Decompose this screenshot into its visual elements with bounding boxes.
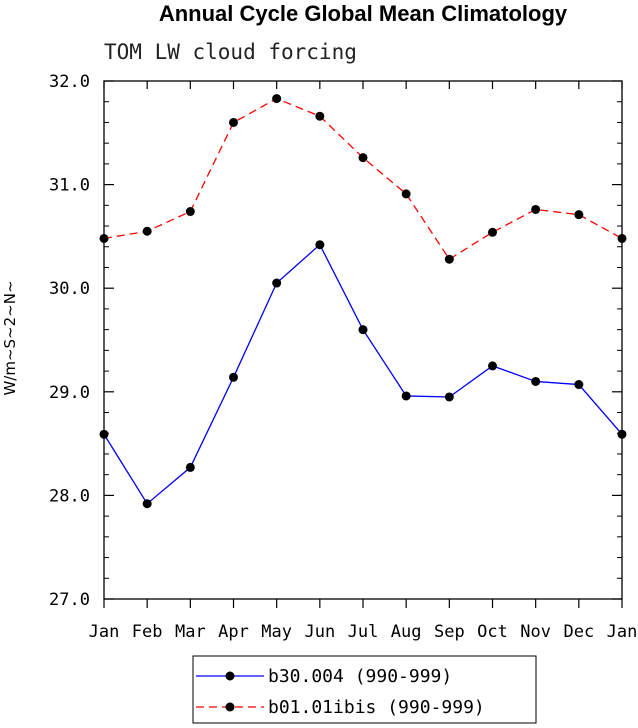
data-point-series-2	[229, 117, 238, 127]
x-tick-label: May	[261, 622, 292, 642]
y-tick-labels: 27.0 28.0 29.0 30.0 31.0 32.0	[49, 72, 90, 610]
data-point-series-2	[574, 210, 584, 220]
x-tick-label: Dec	[563, 622, 594, 642]
y-tick-label: 28.0	[49, 486, 90, 506]
series-line-2	[103, 97, 623, 261]
x-tick-label: Jun	[304, 622, 335, 642]
legend-label-series-2: b01.01ibis (990-999)	[268, 697, 485, 718]
y-tick-label: 32.0	[49, 72, 90, 92]
series-group	[99, 94, 627, 509]
y-tick-label: 27.0	[49, 590, 90, 610]
data-point-series-1	[444, 392, 454, 402]
x-tick-label: Jan	[89, 622, 120, 642]
chart-title: Annual Cycle Global Mean Climatology	[159, 1, 568, 26]
chart-subtitle: TOM LW cloud forcing	[104, 40, 357, 64]
legend-box	[192, 655, 537, 724]
data-point-series-1	[185, 462, 195, 472]
data-point-series-2	[531, 204, 541, 214]
legend-label-series-1: b30.004 (990-999)	[268, 666, 452, 687]
x-tick-label: Nov	[520, 622, 551, 642]
data-point-series-2	[358, 153, 368, 163]
x-tick-label: Mar	[175, 622, 206, 642]
series-line-1	[103, 243, 623, 505]
y-tick-label: 30.0	[49, 279, 90, 299]
data-point-series-2	[142, 226, 152, 236]
x-tick-label: Feb	[132, 622, 163, 642]
data-point-series-1	[617, 429, 627, 439]
x-tick-label: Oct	[477, 622, 508, 642]
y-axis-label: W/m~S~2~N~	[1, 280, 19, 395]
y-tick-label: 31.0	[49, 176, 90, 196]
data-point-series-2	[99, 233, 109, 243]
data-point-series-1	[358, 325, 368, 335]
legend-marker-series-1	[225, 671, 235, 681]
x-tick-label: Sep	[434, 622, 465, 642]
data-point-series-1	[142, 499, 152, 509]
data-point-series-1	[229, 372, 238, 382]
data-point-series-2	[272, 94, 282, 104]
legend: b30.004 (990-999) b01.01ibis (990-999)	[192, 655, 537, 724]
data-point-series-2	[401, 189, 411, 199]
data-point-series-2	[315, 111, 325, 121]
data-point-series-2	[444, 254, 454, 264]
legend-marker-series-2	[225, 702, 235, 712]
y-tick-label: 29.0	[49, 383, 90, 403]
data-point-series-1	[99, 429, 109, 439]
x-tick-label: Jul	[348, 622, 379, 642]
data-point-series-2	[488, 227, 497, 237]
x-tick-label: Aug	[391, 622, 422, 642]
data-point-series-1	[315, 240, 325, 250]
data-point-series-2	[617, 233, 627, 243]
data-point-series-1	[401, 391, 411, 401]
data-point-series-1	[531, 376, 541, 386]
x-tick-labels: Jan Feb Mar Apr May Jun Jul Aug Sep Oct Nov Dec Jan	[89, 622, 638, 642]
axis-ticks	[103, 80, 623, 608]
data-point-series-1	[574, 380, 584, 390]
data-point-series-1	[272, 278, 282, 288]
data-point-series-1	[488, 361, 497, 371]
x-tick-label: Apr	[218, 622, 249, 642]
x-tick-label: Jan	[607, 622, 638, 642]
data-point-series-2	[185, 207, 195, 217]
